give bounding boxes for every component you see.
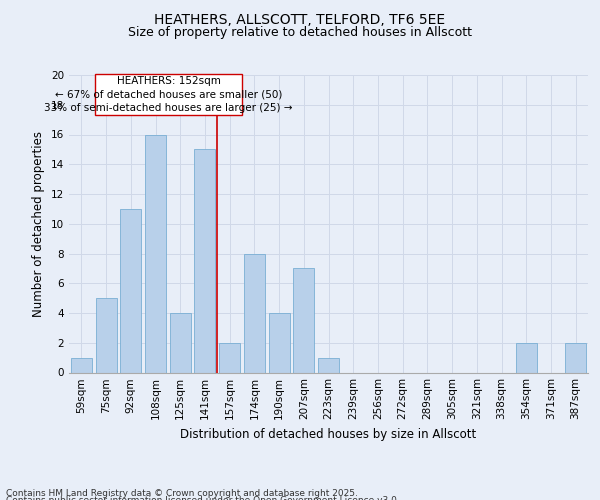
Text: ← 67% of detached houses are smaller (50): ← 67% of detached houses are smaller (50… <box>55 90 282 100</box>
Bar <box>516 343 537 372</box>
Text: Contains HM Land Registry data © Crown copyright and database right 2025.: Contains HM Land Registry data © Crown c… <box>6 488 358 498</box>
Bar <box>71 358 92 372</box>
Bar <box>194 150 215 372</box>
Text: HEATHERS: 152sqm: HEATHERS: 152sqm <box>116 76 220 86</box>
Text: Contains public sector information licensed under the Open Government Licence v3: Contains public sector information licen… <box>6 496 400 500</box>
Bar <box>244 254 265 372</box>
Bar <box>219 343 240 372</box>
Bar <box>95 298 116 372</box>
Bar <box>318 358 339 372</box>
Text: HEATHERS, ALLSCOTT, TELFORD, TF6 5EE: HEATHERS, ALLSCOTT, TELFORD, TF6 5EE <box>154 12 446 26</box>
Y-axis label: Number of detached properties: Number of detached properties <box>32 130 46 317</box>
Bar <box>170 313 191 372</box>
FancyBboxPatch shape <box>95 74 242 115</box>
X-axis label: Distribution of detached houses by size in Allscott: Distribution of detached houses by size … <box>181 428 476 441</box>
Bar <box>269 313 290 372</box>
Bar <box>145 134 166 372</box>
Bar <box>293 268 314 372</box>
Text: Size of property relative to detached houses in Allscott: Size of property relative to detached ho… <box>128 26 472 39</box>
Bar <box>565 343 586 372</box>
Bar <box>120 209 141 372</box>
Text: 33% of semi-detached houses are larger (25) →: 33% of semi-detached houses are larger (… <box>44 104 293 114</box>
